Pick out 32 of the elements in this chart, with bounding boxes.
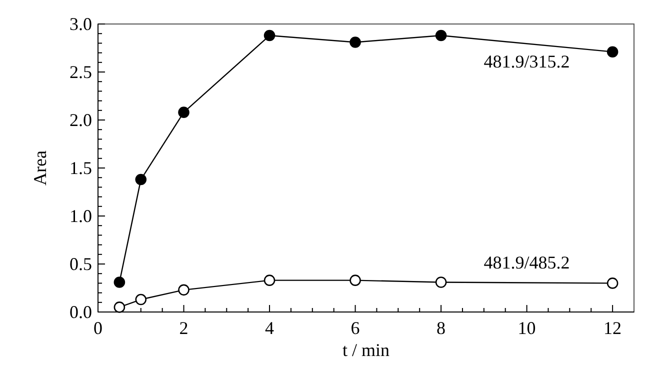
y-tick-label: 2.5 xyxy=(70,62,92,82)
y-axis-title: Area xyxy=(30,150,50,186)
point xyxy=(114,276,126,288)
point xyxy=(114,302,126,313)
y-tick-label: 0.0 xyxy=(70,302,92,322)
x-tick-label: 12 xyxy=(604,318,622,338)
series-label: 481.9/485.2 xyxy=(484,252,570,273)
point xyxy=(264,30,276,42)
x-axis-title: t / min xyxy=(342,340,390,360)
point xyxy=(178,284,190,296)
point xyxy=(264,274,276,286)
point xyxy=(135,174,147,186)
x-tick-label: 6 xyxy=(350,318,360,338)
x-tick-label: 10 xyxy=(518,318,536,338)
point xyxy=(135,294,147,306)
series-label: 481.9/315.2 xyxy=(484,52,570,72)
point xyxy=(435,276,447,288)
x-tick-label: 4 xyxy=(265,318,274,338)
y-tick-label: 1.0 xyxy=(70,206,92,226)
y-tick-label: 2.0 xyxy=(70,110,92,130)
point xyxy=(606,278,618,289)
point xyxy=(350,274,361,286)
x-tick-label: 8 xyxy=(436,318,446,338)
y-tick-label: 3.0 xyxy=(70,14,92,34)
point xyxy=(435,30,447,42)
x-tick-label: 2 xyxy=(179,318,188,338)
x-tick-label: 0 xyxy=(94,318,102,338)
y-tick-label: 1.5 xyxy=(70,158,92,178)
y-tick-label: 0.5 xyxy=(70,254,92,274)
point xyxy=(178,106,190,118)
point xyxy=(606,46,618,58)
point xyxy=(350,36,361,48)
